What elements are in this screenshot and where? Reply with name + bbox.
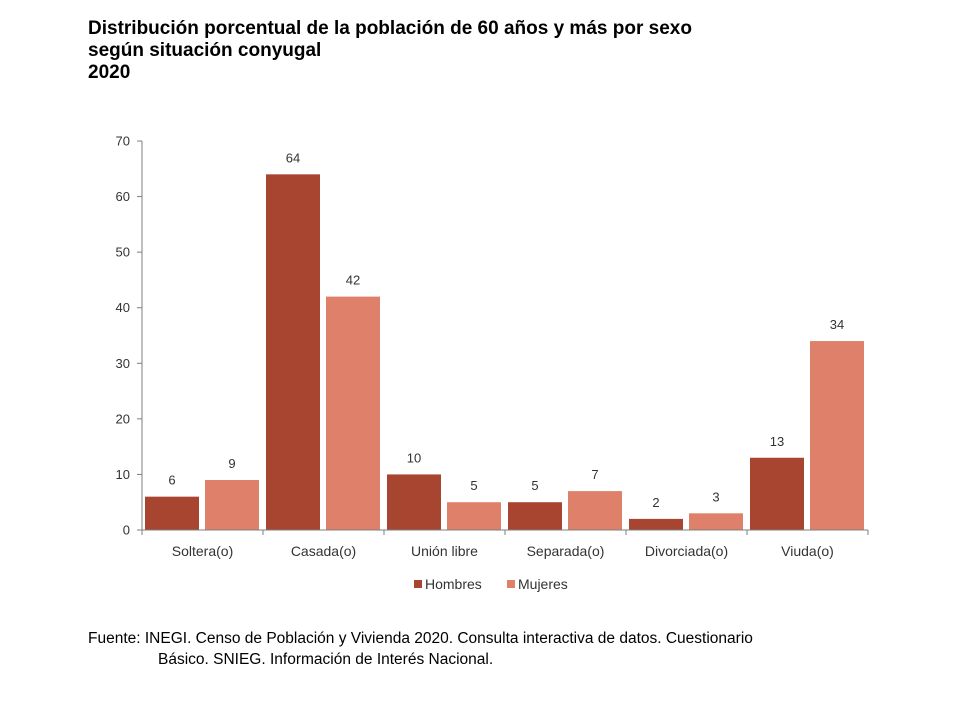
y-tick-label: 20 xyxy=(116,411,130,426)
chart-title-line-2: según situación conyugal xyxy=(88,40,322,61)
y-tick-label: 70 xyxy=(116,134,130,149)
bar-hombres xyxy=(629,518,683,530)
bar-mujeres xyxy=(568,491,622,530)
bar-hombres xyxy=(145,496,199,530)
data-label: 64 xyxy=(286,150,300,165)
chart-title: Distribución porcentual de la población … xyxy=(88,18,692,84)
y-tick-label: 60 xyxy=(116,189,130,204)
data-label: 6 xyxy=(168,473,175,488)
bar-mujeres xyxy=(810,341,864,530)
x-tick-label: Casada(o) xyxy=(291,543,356,559)
y-tick-label: 30 xyxy=(116,356,130,371)
data-label: 42 xyxy=(346,273,360,288)
data-label: 13 xyxy=(770,434,784,449)
bar-hombres xyxy=(266,174,320,531)
legend-swatch-mujeres xyxy=(507,580,515,588)
x-tick-label: Unión libre xyxy=(411,543,478,559)
x-tick-label: Separada(o) xyxy=(527,543,605,559)
x-tick-label: Soltera(o) xyxy=(172,543,233,559)
bar-mujeres xyxy=(689,513,743,530)
chart-title-line-3: 2020 xyxy=(88,62,131,83)
legend-label-hombres: Hombres xyxy=(425,576,482,592)
bar-mujeres xyxy=(326,296,380,530)
source-note: Fuente: INEGI. Censo de Población y Vivi… xyxy=(88,628,753,670)
legend-swatch-hombres xyxy=(414,580,422,588)
data-label: 2 xyxy=(652,495,659,510)
data-label: 3 xyxy=(712,489,719,504)
x-tick-label: Divorciada(o) xyxy=(645,543,728,559)
data-label: 5 xyxy=(531,478,538,493)
x-tick-label: Viuda(o) xyxy=(781,543,834,559)
bar-hombres xyxy=(387,474,441,530)
bar-mujeres xyxy=(205,479,259,530)
data-label: 9 xyxy=(228,456,235,471)
source-line-1: Fuente: INEGI. Censo de Población y Vivi… xyxy=(88,630,753,647)
data-label: 5 xyxy=(470,478,477,493)
source-line-2: Básico. SNIEG. Información de Interés Na… xyxy=(158,651,494,668)
chart-title-line-1: Distribución porcentual de la población … xyxy=(88,18,692,39)
data-label: 10 xyxy=(407,450,421,465)
data-label: 34 xyxy=(830,317,844,332)
y-tick-label: 50 xyxy=(116,245,130,260)
data-label: 7 xyxy=(591,467,598,482)
legend-label-mujeres: Mujeres xyxy=(518,576,568,592)
y-tick-label: 0 xyxy=(123,523,130,538)
y-tick-label: 40 xyxy=(116,300,130,315)
bar-hombres xyxy=(508,502,562,530)
bar-hombres xyxy=(750,457,804,530)
bar-mujeres xyxy=(447,502,501,530)
y-tick-label: 10 xyxy=(116,467,130,482)
